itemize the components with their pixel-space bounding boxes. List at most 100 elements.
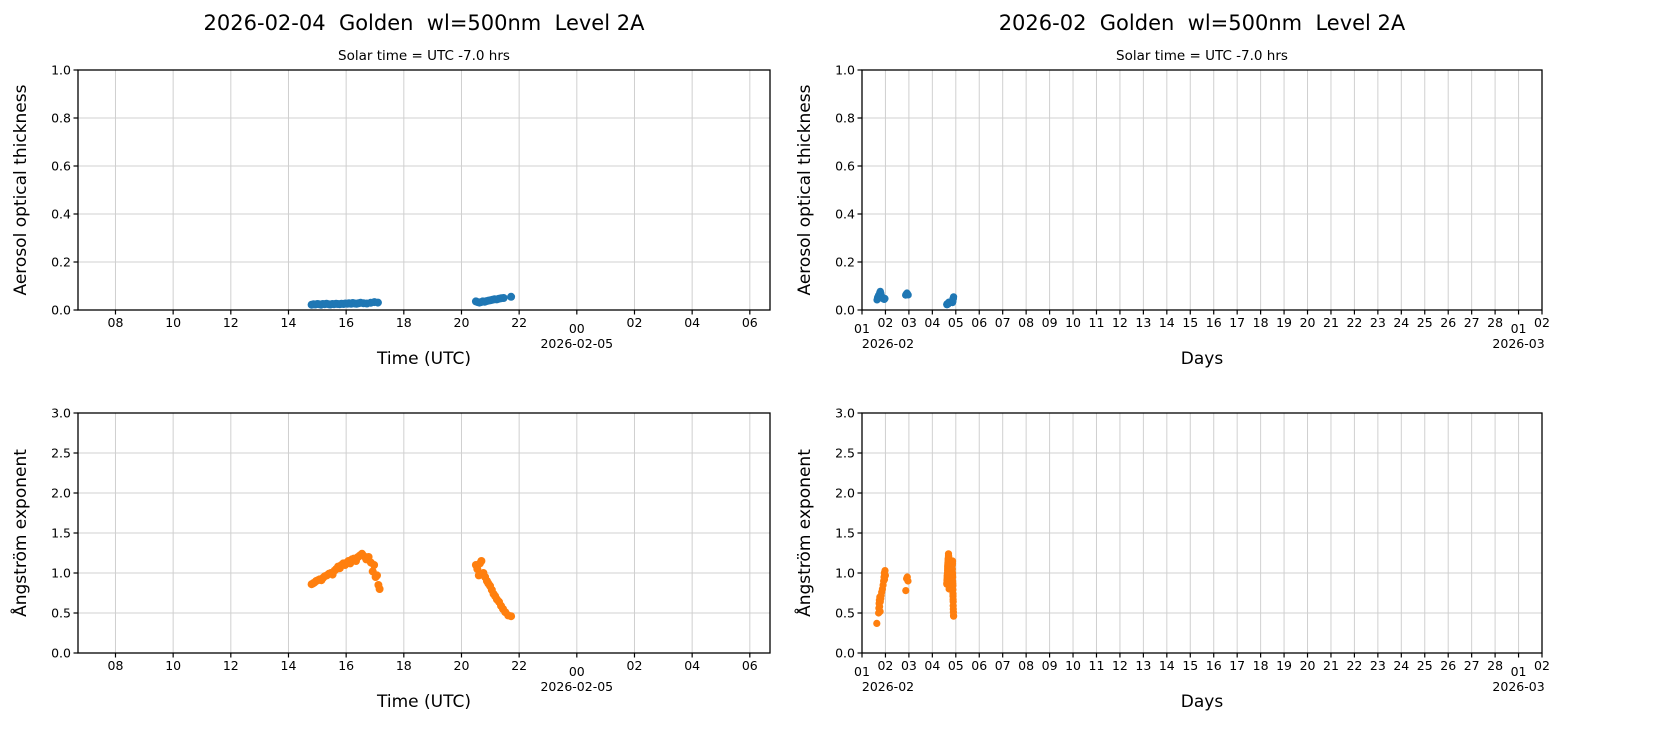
x-tick-label: 02: [627, 658, 643, 673]
x-tick-label: 22: [1346, 315, 1362, 330]
x-tick-label: 21: [1323, 658, 1339, 673]
x-tick-label: 10: [1065, 315, 1081, 330]
y-tick-label: 0.2: [835, 255, 855, 270]
x-tick-label: 21: [1323, 315, 1339, 330]
y-tick-label: 0.6: [51, 159, 71, 174]
x-tick-label: 02: [877, 658, 893, 673]
x-tick-label: 20: [1300, 315, 1316, 330]
x-tick-label: 02: [1534, 658, 1550, 673]
y-tick-label: 2.0: [51, 486, 71, 501]
y-tick-label: 2.5: [835, 446, 855, 461]
x-tick-label: 27: [1464, 658, 1480, 673]
y-axis-label: Ångström exponent: [9, 449, 31, 617]
x-tick-label: 15: [1182, 658, 1198, 673]
x-tick-label: 16: [338, 315, 354, 330]
x-tick-label: 18: [396, 315, 412, 330]
x-axis-date-offset-label: 2026-02: [862, 679, 914, 694]
x-tick-label: 10: [165, 658, 181, 673]
aot-daily-plot-area: [78, 70, 770, 310]
data-point: [950, 293, 958, 301]
y-axis-label: Aerosol optical thickness: [11, 84, 31, 295]
x-tick-label: 02: [877, 315, 893, 330]
x-axis-date-offset-label: 2026-02-05: [540, 336, 613, 351]
axes-frame: [861, 69, 1543, 311]
x-tick-label: 00: [569, 664, 585, 679]
x-tick-label: 12: [223, 315, 239, 330]
x-tick-label: 25: [1417, 315, 1433, 330]
x-tick-label: 01: [854, 321, 870, 336]
y-tick-label: 0.0: [835, 646, 855, 661]
data-point: [477, 557, 486, 565]
x-tick-label: 16: [1206, 315, 1222, 330]
x-axis-date-offset-label: 2026-02-05: [540, 679, 613, 694]
y-tick-label: 0.5: [51, 606, 71, 621]
x-tick-label: 16: [1206, 658, 1222, 673]
x-tick-label: 10: [1065, 658, 1081, 673]
x-axis-date-offset-label: 2026-03: [1492, 336, 1544, 351]
y-tick-label: 0.0: [835, 303, 855, 318]
x-tick-label: 06: [971, 658, 987, 673]
x-tick-label: 19: [1276, 658, 1292, 673]
data-point: [375, 585, 384, 593]
x-tick-label: 13: [1135, 315, 1151, 330]
x-tick-label: 01: [854, 664, 870, 679]
data-point: [373, 571, 381, 580]
x-axis-date-offset-label: 2026-03: [1492, 679, 1544, 694]
x-tick-label: 06: [742, 315, 758, 330]
x-tick-label: 19: [1276, 315, 1292, 330]
y-tick-label: 0.8: [51, 111, 71, 126]
data-point: [373, 298, 382, 307]
x-tick-label: 04: [684, 658, 700, 673]
x-tick-label: 08: [1018, 658, 1034, 673]
x-tick-label: 13: [1135, 658, 1151, 673]
x-tick-label: 18: [396, 658, 412, 673]
data-point: [370, 561, 379, 569]
data-point: [904, 291, 912, 299]
x-tick-label: 08: [108, 658, 124, 673]
y-axis-label: Ångström exponent: [793, 449, 815, 617]
y-tick-label: 0.2: [51, 255, 71, 270]
y-tick-label: 1.5: [51, 526, 71, 541]
x-tick-label: 20: [454, 658, 470, 673]
x-tick-label: 14: [281, 658, 297, 673]
x-tick-label: 02: [1534, 315, 1550, 330]
y-tick-label: 3.0: [835, 406, 855, 421]
y-tick-label: 2.0: [835, 486, 855, 501]
x-tick-label: 09: [1042, 658, 1058, 673]
y-tick-label: 0.4: [835, 207, 855, 222]
x-tick-label: 06: [742, 658, 758, 673]
data-point: [881, 294, 889, 303]
x-tick-label: 22: [511, 315, 527, 330]
x-tick-label: 12: [1112, 315, 1128, 330]
x-tick-label: 24: [1393, 658, 1409, 673]
chart-title: 2026-02-04 Golden wl=500nm Level 2A: [204, 11, 646, 35]
data-point: [950, 612, 958, 620]
x-tick-label: 08: [1018, 315, 1034, 330]
x-tick-label: 05: [948, 658, 964, 673]
x-tick-label: 14: [1159, 315, 1175, 330]
angstrom-monthly-points: [873, 550, 958, 628]
x-tick-label: 15: [1182, 315, 1198, 330]
x-axis-label: Days: [1181, 349, 1224, 369]
y-tick-label: 1.0: [835, 63, 855, 78]
y-tick-label: 3.0: [51, 406, 71, 421]
x-axis-label: Time (UTC): [376, 349, 471, 369]
x-tick-label: 07: [995, 658, 1011, 673]
x-tick-label: 03: [901, 315, 917, 330]
y-tick-label: 2.5: [51, 446, 71, 461]
x-tick-label: 23: [1370, 315, 1386, 330]
x-tick-label: 28: [1487, 315, 1503, 330]
y-tick-label: 1.0: [51, 63, 71, 78]
chart-subtitle: Solar time = UTC -7.0 hrs: [1116, 48, 1288, 64]
x-tick-label: 25: [1417, 658, 1433, 673]
x-tick-label: 06: [971, 315, 987, 330]
data-point: [499, 294, 508, 302]
data-point: [902, 587, 910, 595]
x-tick-label: 11: [1089, 315, 1105, 330]
x-tick-label: 18: [1253, 315, 1269, 330]
x-tick-label: 17: [1229, 658, 1245, 673]
